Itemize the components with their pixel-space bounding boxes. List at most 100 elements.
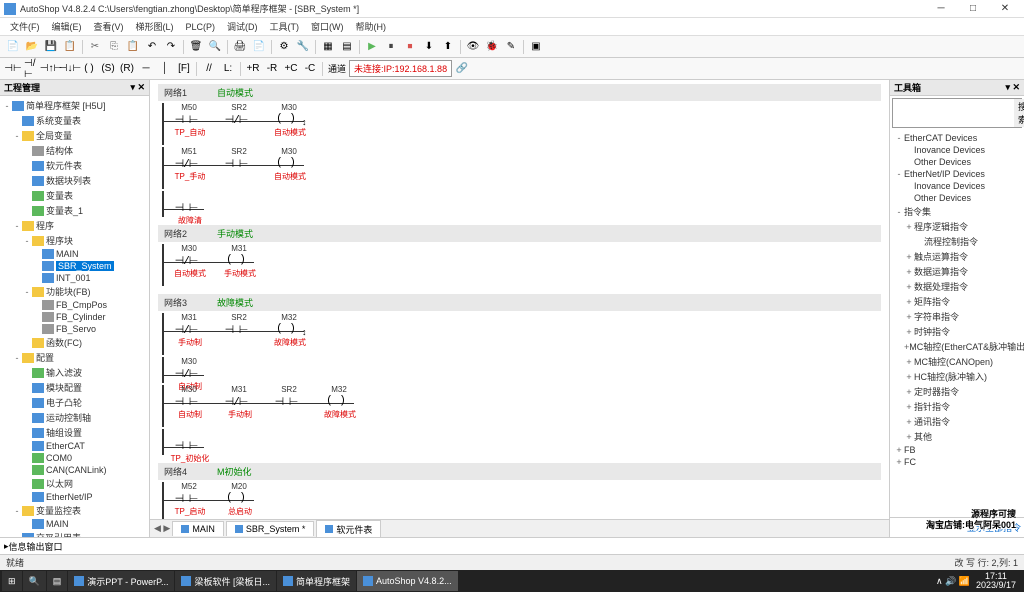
toolbox-item[interactable]: -EtherNet/IP Devices — [892, 168, 1022, 180]
tree-node[interactable]: 电子凸轮 — [2, 395, 147, 410]
search-taskbar-icon[interactable]: 🔍 — [23, 571, 46, 591]
monitor-icon[interactable]: 👁 — [464, 38, 482, 56]
taskbar-item[interactable]: 梁板软件 [梁板日... — [175, 571, 276, 591]
build-icon[interactable]: 🔧 — [294, 38, 312, 56]
panel-close-icon[interactable]: ▾ ✕ — [130, 82, 145, 93]
hline-icon[interactable]: ─ — [137, 60, 155, 78]
tree-node[interactable]: 软元件表 — [2, 158, 147, 173]
tree-node[interactable]: 系统变量表 — [2, 113, 147, 128]
tree-node[interactable]: 交叉引用表 — [2, 530, 147, 537]
edit-icon[interactable]: ✎ — [502, 38, 520, 56]
tree-node[interactable]: SBR_System — [2, 260, 147, 272]
tree-node[interactable]: -程序 — [2, 218, 147, 233]
search-button[interactable]: 搜索 — [1014, 99, 1024, 127]
menu-item[interactable]: 窗口(W) — [305, 18, 350, 35]
toolbox-item[interactable]: +数据运算指令 — [892, 264, 1022, 279]
toolbox-item[interactable]: +其他 — [892, 429, 1022, 444]
tree-node[interactable]: FB_CmpPos — [2, 299, 147, 311]
run-icon[interactable]: ▶ — [363, 38, 381, 56]
contact-no-icon[interactable]: ⊣⊢ — [4, 60, 22, 78]
toolbox-tree[interactable]: -EtherCAT Devices Inovance Devices Other… — [890, 130, 1024, 517]
window2-icon[interactable]: ▤ — [338, 38, 356, 56]
delrow-icon[interactable]: -R — [263, 60, 281, 78]
toolbox-item[interactable]: +矩阵指令 — [892, 294, 1022, 309]
toolbox-item[interactable]: Other Devices — [892, 156, 1022, 168]
ladder-editor[interactable]: 网络1自动模式 M50⊣ ⊢TP_自动 SR2⊣/⊢ M30( )自动模式 ↕ … — [150, 80, 889, 519]
maximize-button[interactable]: □ — [958, 1, 988, 17]
coil-s-icon[interactable]: (S) — [99, 60, 117, 78]
toolbox-item[interactable]: +HC轴控(脉冲输入) — [892, 369, 1022, 384]
redo-icon[interactable]: ↷ — [162, 38, 180, 56]
menu-item[interactable]: 文件(F) — [4, 18, 46, 35]
project-tree[interactable]: -简单程序框架 [H5U] 系统变量表-全局变量 结构体 软元件表 数据块列表 … — [0, 96, 149, 537]
tree-node[interactable]: -简单程序框架 [H5U] — [2, 98, 147, 113]
coil-r-icon[interactable]: (R) — [118, 60, 136, 78]
find-icon[interactable]: 🔍 — [206, 38, 224, 56]
tree-node[interactable]: INT_001 — [2, 272, 147, 284]
toolbox-item[interactable]: +数据处理指令 — [892, 279, 1022, 294]
editor-tab[interactable]: SBR_System * — [226, 521, 315, 536]
preview-icon[interactable]: 📄 — [250, 38, 268, 56]
print-icon[interactable]: 🖨 — [231, 38, 249, 56]
menu-item[interactable]: 梯形图(L) — [130, 18, 180, 35]
toolbox-item[interactable]: Inovance Devices — [892, 180, 1022, 192]
pause-icon[interactable]: ⏸ — [382, 38, 400, 56]
tree-node[interactable]: 函数(FC) — [2, 335, 147, 350]
label-icon[interactable]: L: — [219, 60, 237, 78]
taskbar-item[interactable]: AutoShop V4.8.2... — [357, 571, 458, 591]
toolbox-item[interactable]: +时钟指令 — [892, 324, 1022, 339]
tree-node[interactable]: -功能块(FB) — [2, 284, 147, 299]
tree-node[interactable]: -变量监控表 — [2, 503, 147, 518]
tree-node[interactable]: 数据块列表 — [2, 173, 147, 188]
toolbox-item[interactable]: +字符串指令 — [892, 309, 1022, 324]
open-icon[interactable]: 📂 — [23, 38, 41, 56]
menu-item[interactable]: 编辑(E) — [46, 18, 88, 35]
delete-icon[interactable]: 🗑 — [187, 38, 205, 56]
compile-icon[interactable]: ⚙ — [275, 38, 293, 56]
tree-node[interactable]: FB_Cylinder — [2, 311, 147, 323]
toolbox-item[interactable]: +定时器指令 — [892, 384, 1022, 399]
tree-node[interactable]: CAN(CANLink) — [2, 464, 147, 476]
toolbox-item[interactable]: -EtherCAT Devices — [892, 132, 1022, 144]
coil-icon[interactable]: ( ) — [80, 60, 98, 78]
tree-node[interactable]: 轴组设置 — [2, 425, 147, 440]
toolbox-item[interactable]: +FB — [892, 444, 1022, 456]
download-icon[interactable]: ⬇ — [420, 38, 438, 56]
paste-icon[interactable]: 📋 — [124, 38, 142, 56]
taskbar-item[interactable]: 演示PPT - PowerP... — [68, 571, 174, 591]
tree-node[interactable]: 以太网 — [2, 476, 147, 491]
connection-status[interactable]: 未连接:IP:192.168.1.88 — [349, 60, 452, 77]
toolbox-close-icon[interactable]: ▾ ✕ — [1005, 82, 1020, 93]
menu-item[interactable]: 帮助(H) — [350, 18, 393, 35]
toolbox-item[interactable]: +触点运算指令 — [892, 249, 1022, 264]
connect-icon[interactable]: 🔗 — [453, 60, 471, 78]
debug-icon[interactable]: 🐞 — [483, 38, 501, 56]
menu-item[interactable]: 查看(V) — [88, 18, 130, 35]
menu-item[interactable]: 调试(D) — [221, 18, 264, 35]
window1-icon[interactable]: ▦ — [319, 38, 337, 56]
menu-item[interactable]: PLC(P) — [180, 20, 222, 34]
toolbox-item[interactable]: +通讯指令 — [892, 414, 1022, 429]
tree-node[interactable]: 模块配置 — [2, 380, 147, 395]
vline-icon[interactable]: │ — [156, 60, 174, 78]
tree-node[interactable]: 运动控制轴 — [2, 410, 147, 425]
tree-node[interactable]: FB_Servo — [2, 323, 147, 335]
new-icon[interactable]: 📄 — [4, 38, 22, 56]
toolbox-item[interactable]: 流程控制指令 — [892, 234, 1022, 249]
cut-icon[interactable]: ✂ — [86, 38, 104, 56]
tree-node[interactable]: 变量表_1 — [2, 203, 147, 218]
tree-node[interactable]: 结构体 — [2, 143, 147, 158]
tree-node[interactable]: -全局变量 — [2, 128, 147, 143]
tree-node[interactable]: EtherNet/IP — [2, 491, 147, 503]
editor-tab[interactable]: MAIN — [172, 521, 224, 536]
tree-node[interactable]: -配置 — [2, 350, 147, 365]
contact-p-icon[interactable]: ⊣↑⊢ — [42, 60, 60, 78]
tree-node[interactable]: -程序块 — [2, 233, 147, 248]
tree-node[interactable]: EtherCAT — [2, 440, 147, 452]
tree-node[interactable]: COM0 — [2, 452, 147, 464]
copy-icon[interactable]: ⎘ — [105, 38, 123, 56]
tree-node[interactable]: 输入滤波 — [2, 365, 147, 380]
toolbox-item[interactable]: +指针指令 — [892, 399, 1022, 414]
stop-icon[interactable]: ⏹ — [401, 38, 419, 56]
toolbox-item[interactable]: Other Devices — [892, 192, 1022, 204]
